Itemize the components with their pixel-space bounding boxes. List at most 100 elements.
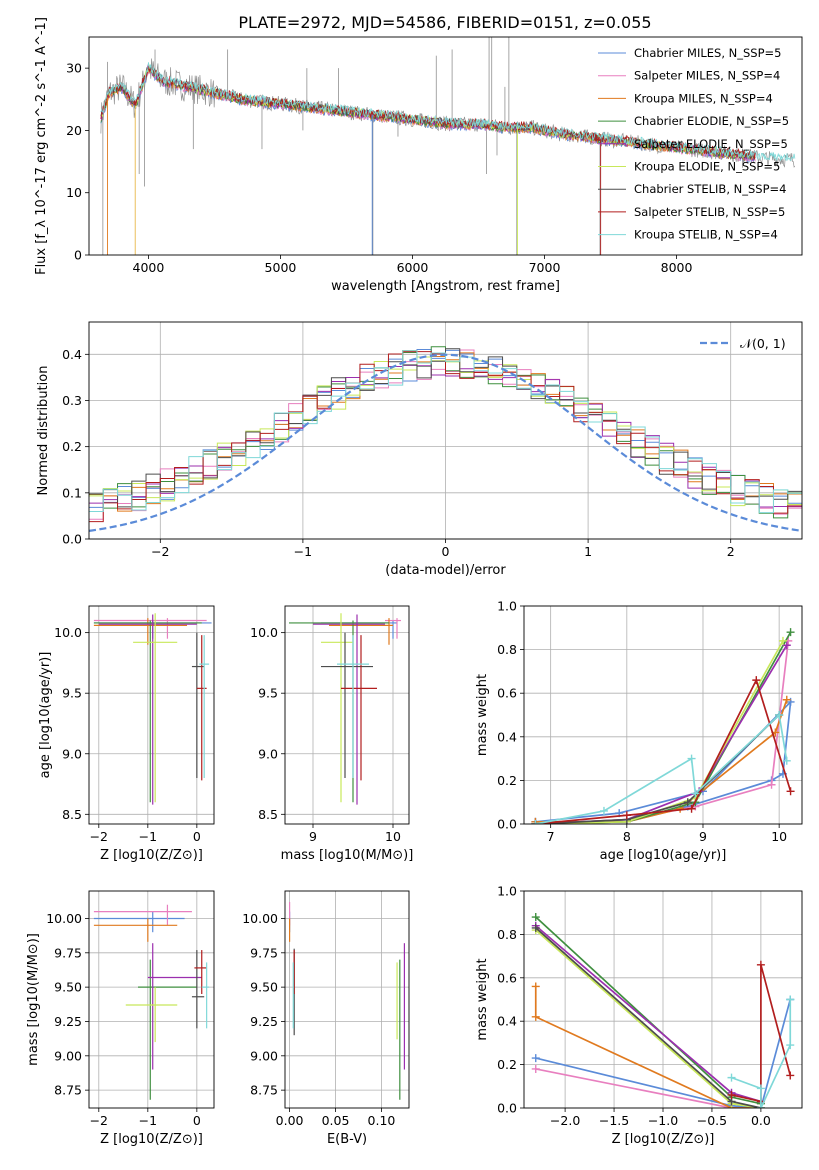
panel-7: 0.00 0.05 0.10 8.75 9.00 9.25 9.50 9.75 10.00 E(B… (242, 890, 410, 1147)
legend-entry: Kroupa STELIB, N_SSP=4 (634, 228, 778, 242)
grid-5 (524, 605, 802, 825)
y-axis-label: mass weight (475, 674, 490, 756)
x-tick-label: 0.05 (322, 1113, 350, 1128)
axes-frame (284, 605, 410, 825)
panel-6: −2 −1 0 8.75 9.00 9.25 9.50 9.75 10.00 Z [log10(Z… (26, 890, 215, 1147)
y-tick-label: 8.75 (54, 1083, 82, 1098)
mass-weight-marker (786, 628, 795, 637)
mass-weight-marker (786, 787, 795, 796)
mass-weight-marker (531, 1064, 540, 1073)
y-tick-label: 0.0 (497, 1101, 517, 1116)
y-tick-label: 9.50 (54, 980, 82, 995)
spectrum-lines (100, 37, 796, 255)
y-tick-label: 9.0 (258, 746, 278, 761)
legend-entry: Kroupa MILES, N_SSP=4 (634, 91, 773, 105)
y-tick-label: 10.00 (242, 911, 278, 926)
x-tick-label: −0.5 (697, 1113, 727, 1128)
y-tick-label: 8.5 (62, 807, 82, 822)
y-axis-label: mass weight (475, 958, 490, 1040)
x-tick-label: 8 (623, 829, 631, 844)
mass-weight-marker (775, 711, 784, 719)
legend-entry: Kroupa ELODIE, N_SSP=5 (634, 160, 780, 174)
mass-weight-marker (727, 1073, 736, 1082)
legend-entry: Salpeter MILES, N_SSP=4 (634, 69, 780, 83)
x-tick-label: 1 (584, 544, 592, 559)
mass-weight-marker (756, 1084, 765, 1093)
grid-3 (89, 606, 214, 824)
mass-weight-line (534, 986, 761, 1108)
y-tick-label: 0.0 (497, 817, 517, 832)
y-tick-label: 0.8 (497, 927, 517, 942)
x-axis-label: (data-model)/error (385, 563, 506, 578)
mass-weight-line (535, 1068, 761, 1108)
x-tick-label: 2 (727, 544, 735, 559)
residual-histogram (89, 350, 802, 514)
mass-weight-line (731, 999, 792, 1108)
figure-title: PLATE=2972, MJD=54586, FIBERID=0151, z=0… (238, 13, 651, 32)
model-spectrum (100, 62, 796, 162)
y-tick-label: 0.6 (497, 686, 517, 701)
x-axis-label: Z [log10(Z/Z⊙)] (100, 1132, 203, 1147)
x-axis-label: Z [log10(Z/Z⊙)] (612, 1132, 715, 1147)
mass-weight-marker (599, 806, 608, 815)
y-axis-label: mass [log10(M/M⊙)] (26, 933, 41, 1066)
legend: 𝒩(0, 1) (700, 336, 786, 351)
legend-entry: Chabrier MILES, N_SSP=5 (634, 46, 781, 60)
mass-weight-marker (687, 754, 696, 763)
x-tick-label: 8000 (661, 260, 693, 275)
axes-frame (88, 321, 803, 540)
y-tick-label: 1.0 (497, 599, 517, 614)
x-tick-label: 0.0 (751, 1113, 771, 1128)
errorbars (93, 613, 212, 805)
y-tick-label: 0.0 (62, 532, 82, 547)
axes-frame (88, 605, 215, 825)
y-tick-label: 0.2 (497, 1057, 517, 1072)
mass-weight-marker (683, 798, 692, 807)
axes-frame (523, 890, 803, 1109)
y-tick-label: 9.25 (54, 1014, 82, 1029)
x-tick-label: −2.0 (550, 1113, 580, 1128)
y-tick-label: 0.2 (62, 439, 82, 454)
y-axis-label: age [log10(age/yr)] (38, 652, 53, 779)
mass-weight-marker (786, 1071, 795, 1080)
x-axis-label: age [log10(age/yr)] (600, 848, 727, 863)
x-tick-label: 0 (193, 1113, 201, 1128)
y-tick-label: 0.2 (497, 773, 517, 788)
y-tick-label: 20 (66, 123, 82, 138)
mass-weight-marker (782, 695, 791, 704)
mass-weight-line (535, 999, 792, 1108)
histograms (89, 346, 802, 532)
mass-weight-marker (782, 756, 791, 765)
y-tick-label: 9.0 (62, 746, 82, 761)
mass-weight-line (535, 640, 784, 824)
y-tick-label: 10.0 (250, 625, 278, 640)
x-axis-label: mass [log10(M/M⊙)] (281, 848, 414, 863)
y-axis-label: Flux [f_λ 10^-17 erg cm^-2 s^-1 A^-1] (34, 17, 49, 275)
panel-4: 9 10 8.5 9.0 9.5 10.0 mass [log10(M/M⊙)] (250, 605, 414, 863)
y-tick-label: 9.00 (250, 1048, 278, 1063)
y-tick-label: 0 (74, 248, 82, 263)
x-tick-label: 9 (309, 829, 317, 844)
mass-weight-marker (531, 1012, 540, 1021)
mass-weight-marker (752, 676, 761, 685)
errorbars (93, 904, 210, 1100)
errorbars (288, 901, 406, 1100)
y-tick-label: 9.75 (250, 945, 278, 960)
mass-weight-marker (767, 780, 776, 789)
mass-weight-line (731, 964, 792, 1103)
grid-6 (89, 891, 214, 1108)
axes-frame (88, 890, 215, 1109)
x-tick-label: −2 (151, 544, 169, 559)
y-tick-label: 10.0 (54, 625, 82, 640)
panel-1: 4000 5000 6000 7000 8000 0 10 20 30 wavelength [A… (34, 17, 803, 294)
x-tick-label: −2 (90, 1113, 108, 1128)
y-tick-label: 0.1 (62, 485, 82, 500)
panel-3: −2 −1 0 8.5 9.0 9.5 10.0 Z [log10(Z/Z⊙)] age [lo… (38, 605, 215, 863)
y-tick-label: 0.6 (497, 970, 517, 985)
x-axis-label: E(B-V) (327, 1132, 367, 1147)
x-tick-label: 6000 (397, 260, 429, 275)
legend-entry: Salpeter ELODIE, N_SSP=5 (634, 137, 788, 151)
weight-lines (531, 628, 795, 824)
x-axis-label: wavelength [Angstrom, rest frame] (331, 279, 560, 294)
